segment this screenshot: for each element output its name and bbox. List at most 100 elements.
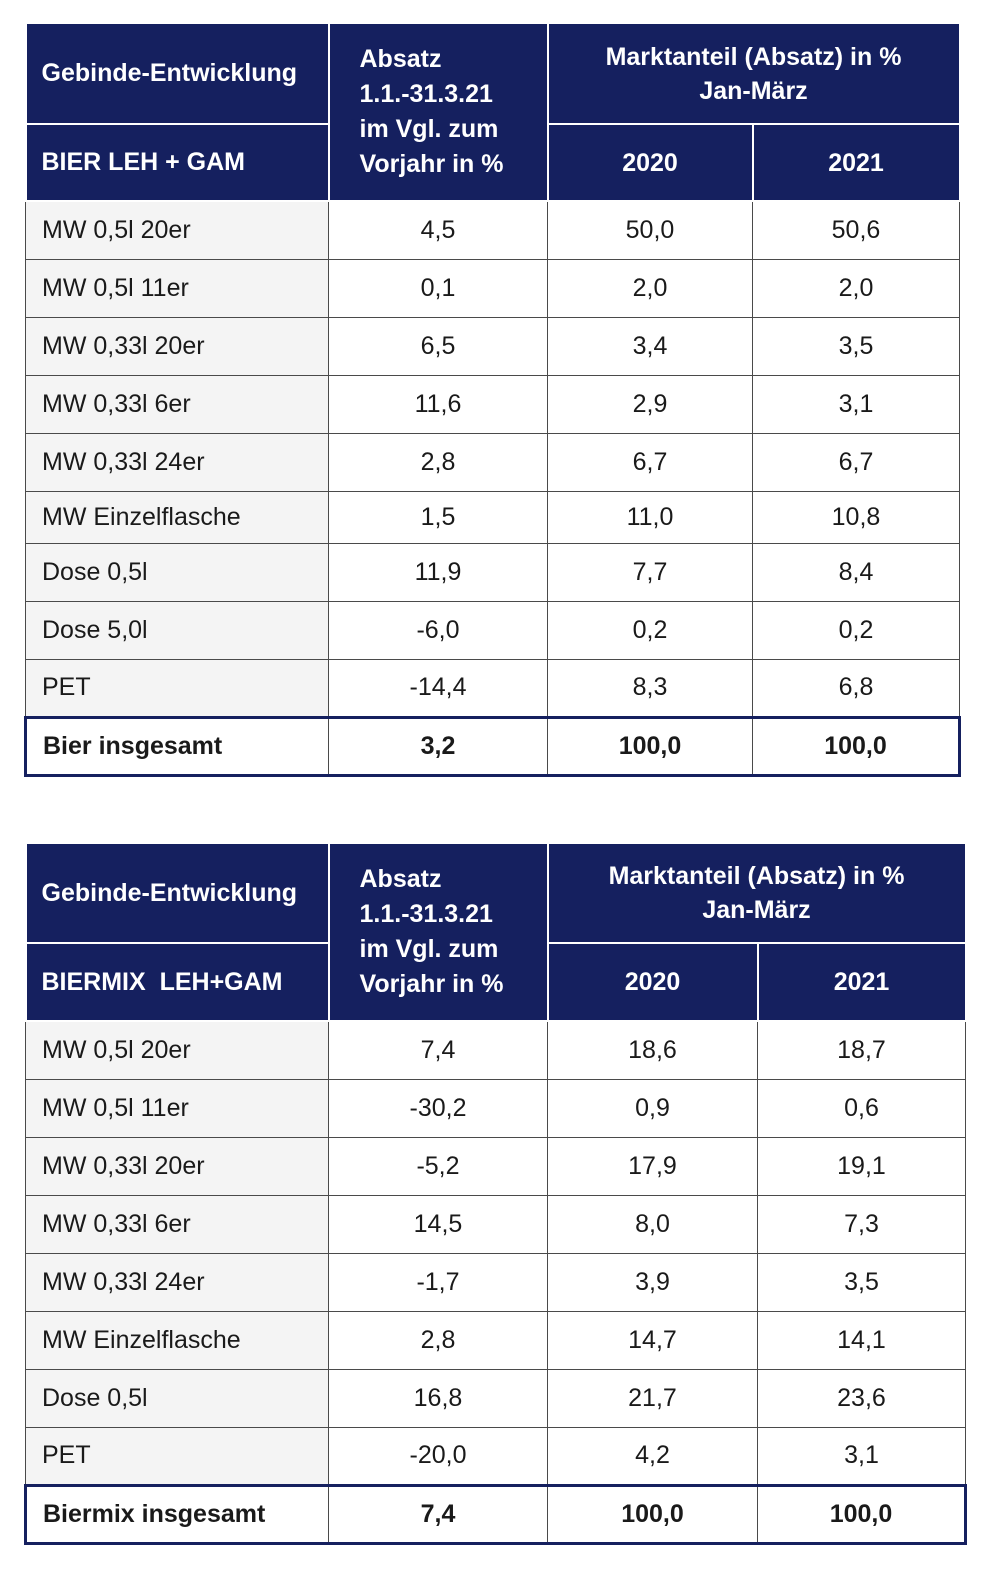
- absatz-line: im Vgl. zum: [359, 935, 499, 963]
- share-2020-cell: 50,0: [547, 200, 753, 260]
- share-2021-cell: 3,5: [752, 316, 960, 376]
- table-row: MW 0,5l 11er -30,2 0,9 0,6: [25, 1078, 966, 1138]
- header-marktanteil: Marktanteil (Absatz) in % Jan-März: [546, 22, 961, 125]
- row-label: PET: [25, 658, 329, 718]
- share-2021-cell: 18,7: [757, 1020, 966, 1080]
- absatz-cell: 2,8: [328, 432, 548, 492]
- bier-table: Gebinde-Entwicklung Absatz 1.1.-31.3.21 …: [24, 22, 961, 777]
- total-row: Biermix insgesamt 7,4 100,0 100,0: [24, 1483, 967, 1545]
- share-2020-cell: 3,4: [547, 316, 753, 376]
- row-label: Dose 5,0l: [25, 600, 329, 660]
- share-2020-cell: 14,7: [547, 1310, 758, 1370]
- row-label: MW 0,33l 6er: [25, 1194, 329, 1254]
- header-absatz: Absatz 1.1.-31.3.21 im Vgl. zum Vorjahr …: [327, 22, 549, 202]
- share-2020-cell: 17,9: [547, 1136, 758, 1196]
- absatz-line: 1.1.-31.3.21: [359, 80, 493, 108]
- absatz-cell: 2,8: [328, 1310, 548, 1370]
- table-row: Dose 0,5l 16,8 21,7 23,6: [25, 1368, 966, 1428]
- absatz-line: im Vgl. zum: [359, 115, 499, 143]
- absatz-line: Absatz: [359, 865, 442, 893]
- share-2021-cell: 0,6: [757, 1078, 966, 1138]
- table-row: MW 0,33l 20er 6,5 3,4 3,5: [25, 316, 960, 376]
- table-row: PET -20,0 4,2 3,1: [25, 1426, 966, 1486]
- table-row: Dose 5,0l -6,0 0,2 0,2: [25, 600, 960, 660]
- absatz-cell: 16,8: [328, 1368, 548, 1428]
- share-2020-cell: 8,0: [547, 1194, 758, 1254]
- share-2020-cell: 11,0: [547, 490, 753, 544]
- header-title: Gebinde-Entwicklung: [24, 22, 330, 125]
- table-row: MW Einzelflasche 1,5 11,0 10,8: [25, 490, 960, 544]
- share-2020-cell: 0,9: [547, 1078, 758, 1138]
- absatz-cell: -5,2: [328, 1136, 548, 1196]
- absatz-cell: 6,5: [328, 316, 548, 376]
- share-2020-cell: 2,9: [547, 374, 753, 434]
- total-absatz-cell: 3,2: [328, 715, 548, 777]
- share-2021-cell: 3,5: [757, 1252, 966, 1312]
- table-row: PET -14,4 8,3 6,8: [25, 658, 960, 718]
- share-2021-cell: 10,8: [752, 490, 960, 544]
- absatz-cell: 11,9: [328, 542, 548, 602]
- absatz-line: Absatz: [359, 45, 442, 73]
- row-label: PET: [25, 1426, 329, 1486]
- header-year-2021: 2021: [751, 123, 961, 202]
- header-marktanteil: Marktanteil (Absatz) in % Jan-März: [546, 842, 967, 944]
- table-row: MW 0,5l 20er 4,5 50,0 50,6: [25, 200, 960, 260]
- table-row: MW Einzelflasche 2,8 14,7 14,1: [25, 1310, 966, 1370]
- table-row: MW 0,33l 6er 11,6 2,9 3,1: [25, 374, 960, 434]
- absatz-cell: -6,0: [328, 600, 548, 660]
- marktanteil-line: Marktanteil (Absatz) in %: [605, 42, 902, 71]
- share-2020-cell: 3,9: [547, 1252, 758, 1312]
- share-2020-cell: 0,2: [547, 600, 753, 660]
- row-label: MW Einzelflasche: [25, 1310, 329, 1370]
- table-row: MW 0,33l 6er 14,5 8,0 7,3: [25, 1194, 966, 1254]
- share-2020-cell: 18,6: [547, 1020, 758, 1080]
- absatz-cell: 11,6: [328, 374, 548, 434]
- biermix-table: Gebinde-Entwicklung Absatz 1.1.-31.3.21 …: [24, 842, 967, 1545]
- header-year-2021: 2021: [756, 942, 967, 1022]
- total-row: Bier insgesamt 3,2 100,0 100,0: [24, 715, 961, 777]
- marktanteil-line: Jan-März: [699, 76, 808, 105]
- share-2021-cell: 3,1: [752, 374, 960, 434]
- share-2021-cell: 50,6: [752, 200, 960, 260]
- total-2021-cell: 100,0: [757, 1483, 967, 1545]
- share-2021-cell: 0,2: [752, 600, 960, 660]
- share-2020-cell: 6,7: [547, 432, 753, 492]
- table-row: MW 0,5l 20er 7,4 18,6 18,7: [25, 1020, 966, 1080]
- table-row: MW 0,33l 20er -5,2 17,9 19,1: [25, 1136, 966, 1196]
- row-label: MW 0,33l 24er: [25, 432, 329, 492]
- absatz-cell: 7,4: [328, 1020, 548, 1080]
- share-2021-cell: 23,6: [757, 1368, 966, 1428]
- absatz-cell: -14,4: [328, 658, 548, 718]
- total-absatz-cell: 7,4: [328, 1483, 548, 1545]
- total-2021-cell: 100,0: [752, 715, 961, 777]
- header-year-2020: 2020: [546, 123, 754, 202]
- absatz-line: Vorjahr in %: [359, 150, 504, 178]
- marktanteil-line: Marktanteil (Absatz) in %: [608, 862, 905, 890]
- table-row: MW 0,5l 11er 0,1 2,0 2,0: [25, 258, 960, 318]
- total-label: Biermix insgesamt: [24, 1483, 329, 1545]
- row-label: Dose 0,5l: [25, 542, 329, 602]
- total-2020-cell: 100,0: [547, 715, 753, 777]
- share-2021-cell: 6,7: [752, 432, 960, 492]
- row-label: MW 0,5l 20er: [25, 1020, 329, 1080]
- share-2020-cell: 2,0: [547, 258, 753, 318]
- share-2021-cell: 14,1: [757, 1310, 966, 1370]
- absatz-cell: 1,5: [328, 490, 548, 544]
- row-label: MW Einzelflasche: [25, 490, 329, 544]
- row-label: MW 0,33l 20er: [25, 316, 329, 376]
- header-title: Gebinde-Entwicklung: [24, 842, 330, 944]
- header-subtitle: BIERMIX LEH+GAM: [24, 942, 330, 1022]
- row-label: MW 0,5l 11er: [25, 1078, 329, 1138]
- share-2021-cell: 3,1: [757, 1426, 966, 1486]
- share-2021-cell: 6,8: [752, 658, 960, 718]
- row-label: MW 0,33l 6er: [25, 374, 329, 434]
- header-subtitle: BIER LEH + GAM: [24, 123, 330, 202]
- row-label: MW 0,33l 20er: [25, 1136, 329, 1196]
- share-2021-cell: 7,3: [757, 1194, 966, 1254]
- absatz-cell: 4,5: [328, 200, 548, 260]
- row-label: MW 0,5l 11er: [25, 258, 329, 318]
- share-2021-cell: 19,1: [757, 1136, 966, 1196]
- absatz-line: Vorjahr in %: [359, 970, 504, 998]
- absatz-cell: 0,1: [328, 258, 548, 318]
- share-2020-cell: 21,7: [547, 1368, 758, 1428]
